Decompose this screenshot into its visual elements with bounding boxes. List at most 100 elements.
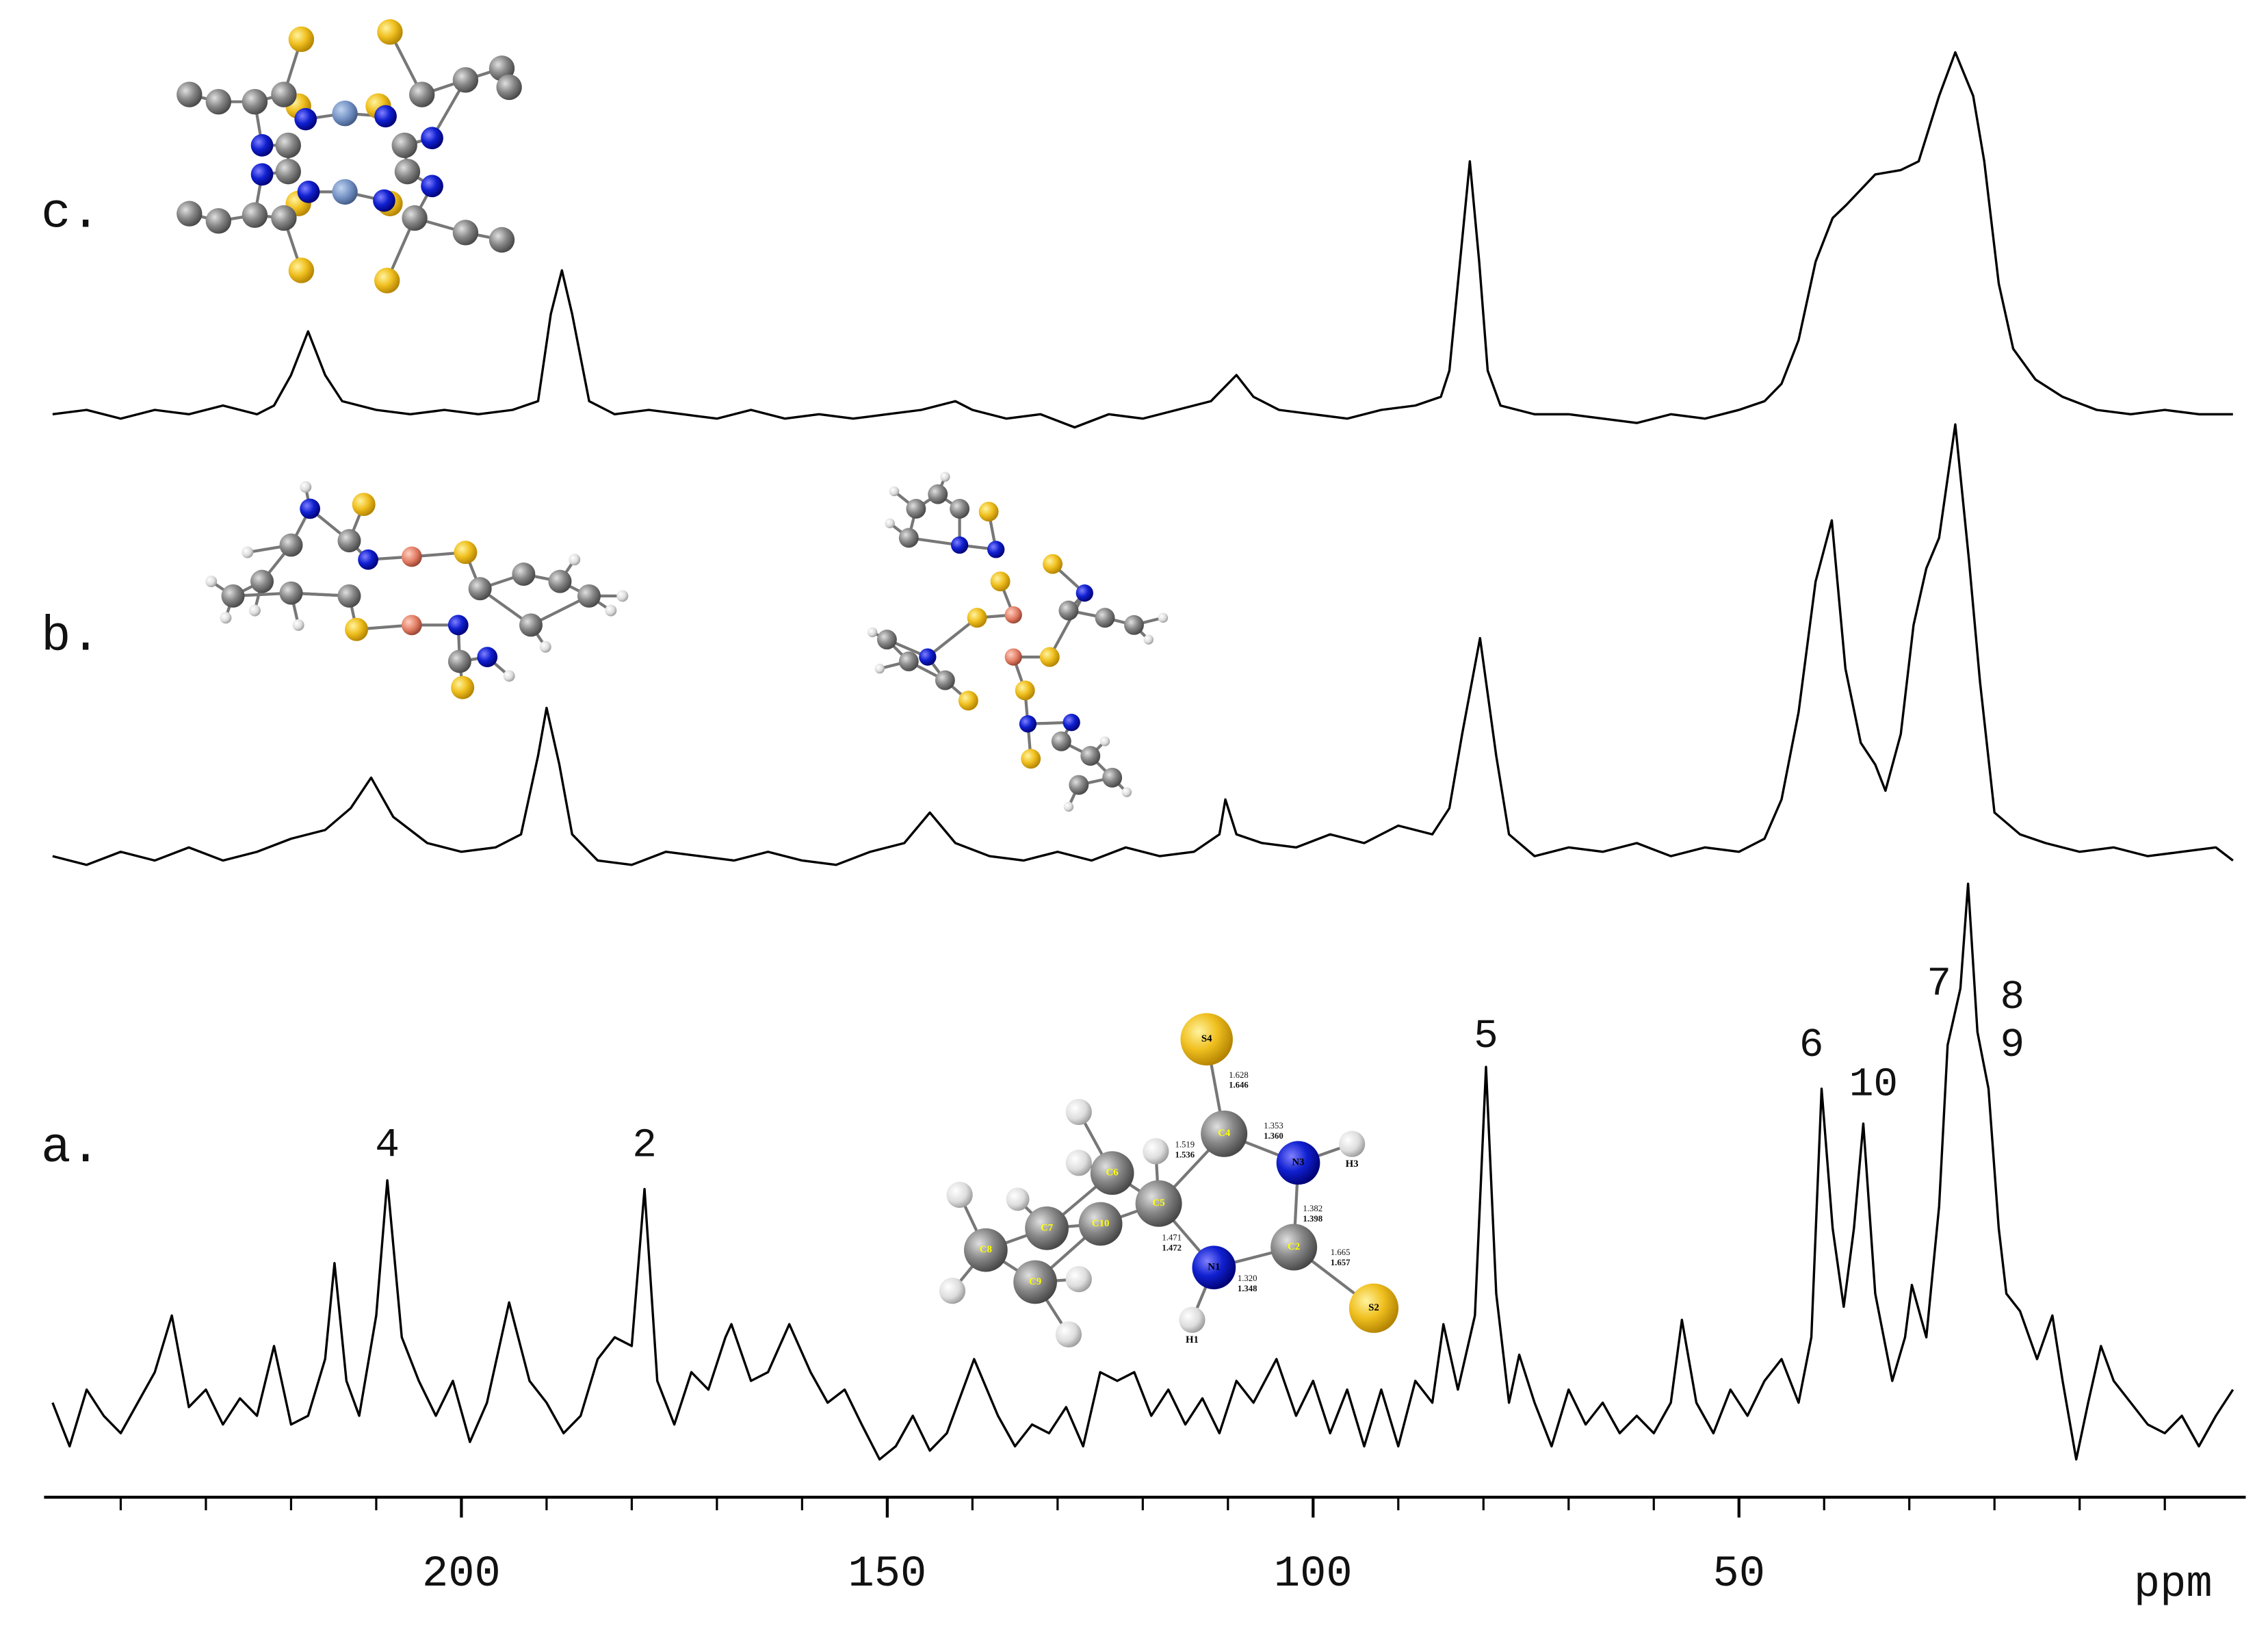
x-tick-label: 150 xyxy=(848,1550,926,1599)
atom xyxy=(919,648,937,666)
atom xyxy=(519,613,543,637)
atom-label: H3 xyxy=(1346,1159,1359,1170)
atom xyxy=(496,74,522,101)
atom xyxy=(577,584,601,608)
atom xyxy=(279,533,303,557)
atom xyxy=(205,576,218,588)
atom xyxy=(358,549,378,570)
atom-label: H1 xyxy=(1186,1334,1199,1345)
atom xyxy=(421,175,443,198)
atom xyxy=(1348,1283,1399,1333)
atom xyxy=(205,88,232,115)
atom xyxy=(1015,680,1035,701)
atom xyxy=(978,502,999,522)
atom xyxy=(1021,749,1041,769)
peak-label: 8 xyxy=(2000,974,2025,1020)
x-tick-label: 200 xyxy=(422,1550,501,1599)
atom xyxy=(288,26,315,53)
atom xyxy=(447,615,469,636)
molecule xyxy=(205,481,629,699)
atom xyxy=(1099,736,1110,747)
atom xyxy=(242,88,268,115)
atom xyxy=(374,105,397,128)
atom xyxy=(1135,1180,1182,1227)
spectrum-line xyxy=(51,882,2234,1461)
atom xyxy=(391,132,417,159)
bond-length: 1.471 xyxy=(1162,1233,1182,1243)
atom-label: C2 xyxy=(1288,1241,1300,1252)
atom xyxy=(963,1228,1008,1272)
atom-label: C5 xyxy=(1153,1198,1165,1209)
bond-length: 1.382 xyxy=(1303,1204,1322,1213)
atom xyxy=(1006,1187,1030,1211)
atom xyxy=(569,554,581,566)
molecule xyxy=(867,471,1169,812)
bond-length: 1.320 xyxy=(1238,1274,1257,1283)
molecule xyxy=(177,19,522,294)
bond-length: 1.628 xyxy=(1229,1070,1249,1080)
trace-label: a. xyxy=(41,1120,101,1176)
atom xyxy=(1179,1306,1205,1333)
bond-length: 1.472 xyxy=(1162,1243,1182,1253)
trace-label: b. xyxy=(41,608,101,664)
atom xyxy=(300,498,320,519)
atom xyxy=(1025,1206,1069,1250)
atom xyxy=(906,498,926,519)
atom xyxy=(292,619,304,631)
spectrum-line xyxy=(52,423,2234,866)
atom xyxy=(373,189,395,212)
atom xyxy=(898,528,919,548)
atom xyxy=(1143,634,1153,645)
atom xyxy=(332,179,358,205)
atom xyxy=(958,690,978,711)
atom xyxy=(1013,1260,1057,1304)
bond-length: 1.536 xyxy=(1175,1150,1195,1160)
atom xyxy=(1095,608,1115,628)
atom xyxy=(468,577,492,601)
atom xyxy=(488,227,515,253)
atom xyxy=(1043,554,1063,574)
atom xyxy=(940,471,950,482)
atom xyxy=(374,268,400,294)
atom xyxy=(220,612,232,624)
atom xyxy=(300,481,312,493)
atom xyxy=(1076,584,1093,602)
atom xyxy=(939,1278,966,1304)
bond-length: 1.353 xyxy=(1264,1121,1283,1130)
atom-label: C10 xyxy=(1092,1218,1110,1229)
x-tick-label: 100 xyxy=(1274,1550,1353,1599)
atom xyxy=(279,581,303,605)
atom xyxy=(332,100,358,127)
atom xyxy=(477,647,498,667)
atom xyxy=(454,541,478,565)
peak-label: 2 xyxy=(632,1122,657,1168)
atom xyxy=(1069,775,1089,795)
atom xyxy=(1080,746,1101,766)
atom xyxy=(1338,1130,1366,1157)
atom xyxy=(867,627,878,638)
peak-label: 5 xyxy=(1474,1013,1498,1059)
atom xyxy=(297,181,320,203)
atom xyxy=(1158,612,1169,623)
atom xyxy=(408,81,435,107)
trace-label: c. xyxy=(41,185,101,242)
atom xyxy=(885,518,895,528)
bond-length: 1.360 xyxy=(1264,1131,1283,1141)
atom xyxy=(1039,647,1060,667)
atom xyxy=(377,19,403,45)
atom xyxy=(337,584,361,608)
peak-label: 10 xyxy=(1849,1061,1898,1107)
atom xyxy=(1063,714,1080,732)
atom xyxy=(967,608,987,628)
atom xyxy=(1004,648,1022,666)
atom xyxy=(205,208,232,234)
atom xyxy=(452,67,479,93)
atom xyxy=(928,484,948,504)
peak-label: 9 xyxy=(2000,1022,2025,1068)
atom xyxy=(950,536,969,554)
atom xyxy=(352,493,376,517)
